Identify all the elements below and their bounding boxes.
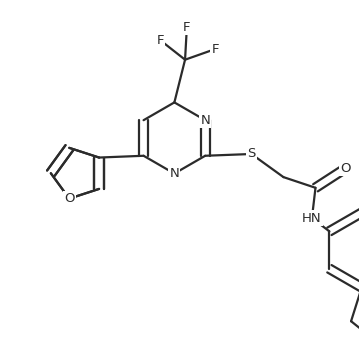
Text: N: N [170, 167, 179, 180]
Text: N: N [200, 114, 210, 127]
Text: O: O [64, 192, 74, 205]
Text: F: F [183, 21, 191, 34]
Text: F: F [156, 34, 164, 47]
Text: S: S [247, 148, 256, 160]
Text: HN: HN [302, 211, 322, 224]
Text: F: F [212, 42, 219, 55]
Text: O: O [340, 162, 351, 175]
